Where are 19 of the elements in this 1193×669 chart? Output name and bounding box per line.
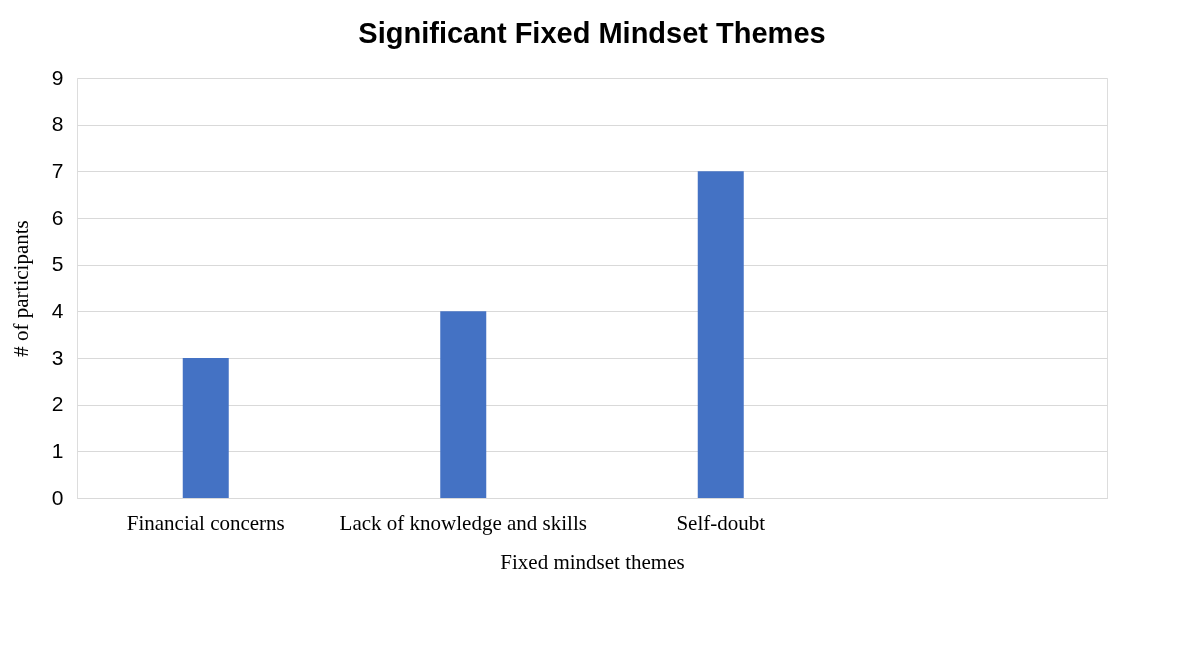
- bar: [697, 171, 744, 498]
- bar: [182, 358, 229, 498]
- y-tick-label: 8: [51, 112, 64, 136]
- x-tick-label: Lack of knowledge and skills: [339, 510, 587, 535]
- x-tick-label: Financial concerns: [126, 510, 285, 535]
- chart-title: Significant Fixed Mindset Themes: [358, 17, 826, 49]
- y-tick-label: 0: [51, 485, 64, 509]
- y-axis-title: # of participants: [8, 220, 33, 357]
- y-tick-label: 3: [51, 345, 64, 369]
- y-tick-label: 6: [51, 205, 64, 229]
- y-tick-label: 7: [51, 158, 64, 182]
- x-tick-label: Self-doubt: [676, 510, 766, 535]
- y-tick-label: 4: [51, 298, 64, 322]
- y-tick-label: 5: [51, 252, 64, 276]
- y-tick-label: 9: [51, 65, 64, 89]
- bar: [440, 311, 487, 498]
- y-tick-label: 2: [51, 392, 64, 416]
- y-tick-label: 1: [51, 438, 64, 462]
- x-axis-title: Fixed mindset themes: [500, 549, 685, 574]
